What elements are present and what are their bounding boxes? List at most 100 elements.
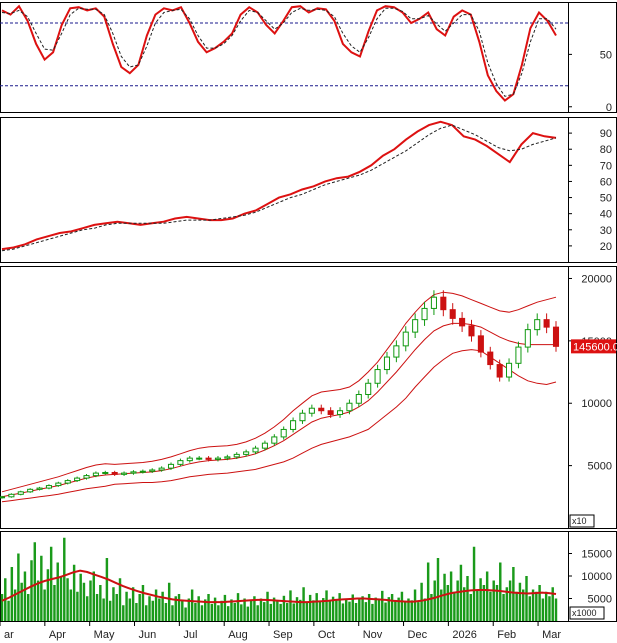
volume-bar	[495, 585, 499, 621]
y-tick-label: 40	[600, 209, 612, 221]
candle-body	[468, 325, 475, 337]
candle-body	[27, 488, 34, 493]
volume-bar	[420, 582, 423, 621]
candle-body	[149, 469, 156, 472]
volume-bar	[253, 596, 256, 621]
volume-bar	[125, 591, 128, 621]
volume-bar	[538, 585, 541, 621]
candle-body	[336, 410, 344, 415]
volume-bar	[249, 600, 253, 621]
volume-bar	[462, 587, 466, 621]
volume-bar	[387, 597, 391, 621]
volume-bar	[226, 606, 230, 621]
multiplier-box	[569, 514, 595, 528]
y-tick-label: 5000	[588, 594, 612, 606]
candle-body	[74, 477, 81, 482]
volume-bar	[361, 596, 364, 621]
volume-bar	[181, 600, 184, 621]
volume-bar	[69, 589, 73, 621]
volume-bar	[266, 591, 269, 621]
volume-bar	[472, 546, 476, 621]
x-tick-label: Mar	[542, 629, 561, 641]
volume-bar	[443, 573, 446, 621]
volume-bar	[489, 591, 492, 621]
volume-bar	[544, 591, 548, 621]
volume-bar	[43, 589, 46, 621]
volume-bar	[86, 596, 89, 621]
volume-bar	[204, 599, 207, 621]
upper-band-line	[1, 291, 557, 493]
y-tick-label: 90	[600, 128, 612, 140]
candle-body	[496, 364, 503, 378]
volume-bar	[449, 571, 453, 621]
volume-bar	[272, 597, 276, 621]
volume-bar	[364, 602, 368, 621]
volume-bar	[46, 569, 50, 621]
strength-ma-line	[1, 124, 557, 252]
volume-bar	[89, 580, 92, 621]
volume-bar	[367, 594, 371, 621]
volume-bar	[479, 578, 482, 621]
volume-bar	[308, 594, 312, 621]
volume-bar	[289, 590, 292, 621]
candle-body	[421, 307, 428, 321]
volume-bar	[171, 605, 174, 621]
volume-bar	[338, 593, 341, 621]
volume-bar	[161, 591, 164, 621]
volume-bar	[59, 576, 63, 621]
x-tick-label: Jun	[139, 629, 157, 641]
candle-body	[64, 480, 71, 484]
volume-bar	[456, 580, 459, 621]
y-tick-label: 5000	[588, 461, 612, 473]
volume-bar	[20, 582, 23, 621]
volume-multiplier-label: x1000	[572, 608, 597, 618]
volume-bar	[220, 600, 223, 621]
volume-bar	[200, 605, 204, 621]
y-tick-label: 30	[600, 225, 612, 237]
volume-bar	[328, 601, 332, 621]
volume-bar	[521, 589, 525, 621]
volume-bar	[40, 555, 43, 621]
volume-bar	[430, 594, 433, 621]
lower-band-line	[1, 349, 557, 503]
candle-body	[233, 453, 240, 458]
volume-bar	[30, 560, 33, 621]
volume-bar	[325, 590, 328, 621]
candle-body	[102, 471, 109, 474]
candle-body	[412, 319, 419, 333]
y-tick-label: 60	[600, 176, 612, 188]
strength-line	[1, 120, 557, 251]
x-tick-label: 2026	[452, 629, 476, 641]
volume-bar	[177, 594, 181, 621]
candle-body	[55, 482, 62, 487]
volume-bar	[554, 598, 558, 621]
volume-bar	[440, 589, 443, 621]
y-tick-label: 15000	[581, 549, 612, 561]
x-tick-label: Dec	[408, 629, 428, 641]
volume-bar	[381, 590, 384, 621]
y-tick-label: 80	[600, 144, 612, 156]
volume-bar	[469, 594, 472, 621]
candle-body	[17, 491, 24, 495]
volume-bar	[256, 605, 259, 621]
candle-body	[205, 457, 212, 460]
x-tick-label: Oct	[318, 629, 335, 641]
strength-panel: 20 30 40 50 60 70 80 90	[0, 117, 617, 263]
candle-body	[45, 485, 52, 489]
volume-bar	[295, 597, 299, 621]
volume-bar	[351, 594, 354, 621]
volume-bar	[476, 589, 479, 621]
volume-bar	[384, 602, 387, 621]
volume-bar	[436, 558, 440, 621]
candle-body	[130, 471, 137, 474]
volume-bar	[263, 602, 266, 621]
volume-bar	[282, 595, 286, 621]
candle-body	[440, 296, 447, 311]
volume-bar	[446, 585, 450, 621]
candle-body	[487, 351, 494, 366]
candle-body	[36, 487, 43, 490]
volume-bar	[492, 580, 495, 621]
candle-body	[552, 326, 560, 347]
volume-bar	[23, 571, 27, 621]
